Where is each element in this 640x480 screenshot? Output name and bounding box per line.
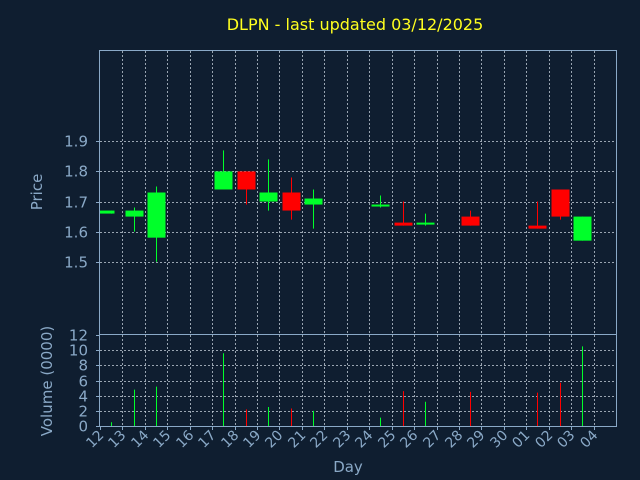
candle-body	[551, 189, 570, 217]
candle-body	[259, 192, 278, 202]
volume-tick-label: 6	[78, 373, 88, 391]
candle-body	[573, 216, 592, 241]
price-tick-label: 1.9	[64, 133, 88, 151]
price-grid	[100, 51, 616, 334]
volume-tick-label: 4	[78, 388, 88, 406]
candle-body	[147, 192, 166, 238]
x-axis-label: Day	[333, 458, 363, 476]
price-tick-label: 1.7	[64, 194, 88, 212]
volume-tick-label: 12	[69, 327, 88, 345]
volume-bars	[111, 346, 583, 426]
candle-body	[394, 222, 413, 226]
candle-body	[100, 210, 115, 214]
candle-body	[416, 222, 435, 225]
candle-body	[214, 171, 233, 190]
volume-tick-label: 2	[78, 403, 88, 421]
price-tick-label: 1.5	[64, 254, 88, 272]
price-candles	[100, 150, 592, 262]
candle-body	[282, 192, 301, 211]
volume-tick-label: 0	[78, 418, 88, 436]
chart-title: DLPN - last updated 03/12/2025	[227, 15, 484, 34]
price-tick-label: 1.6	[64, 224, 88, 242]
volume-tick-label: 8	[78, 357, 88, 375]
volume-tick-label: 10	[69, 342, 88, 360]
candle-body	[304, 198, 323, 205]
price-axis-label: Price	[28, 174, 46, 211]
volume-panel-frame	[99, 334, 617, 427]
price-tick-label: 1.8	[64, 163, 88, 181]
candle-body	[528, 225, 547, 229]
candle-body	[461, 216, 480, 226]
candle-body	[237, 171, 256, 190]
volume-axis-label: Volume (0000)	[38, 326, 56, 436]
candle-body	[371, 204, 390, 207]
candle-body	[125, 210, 144, 217]
volume-grid	[100, 335, 616, 426]
price-y-ticks: 1.5 1.6 1.7 1.8 1.9	[64, 133, 100, 272]
